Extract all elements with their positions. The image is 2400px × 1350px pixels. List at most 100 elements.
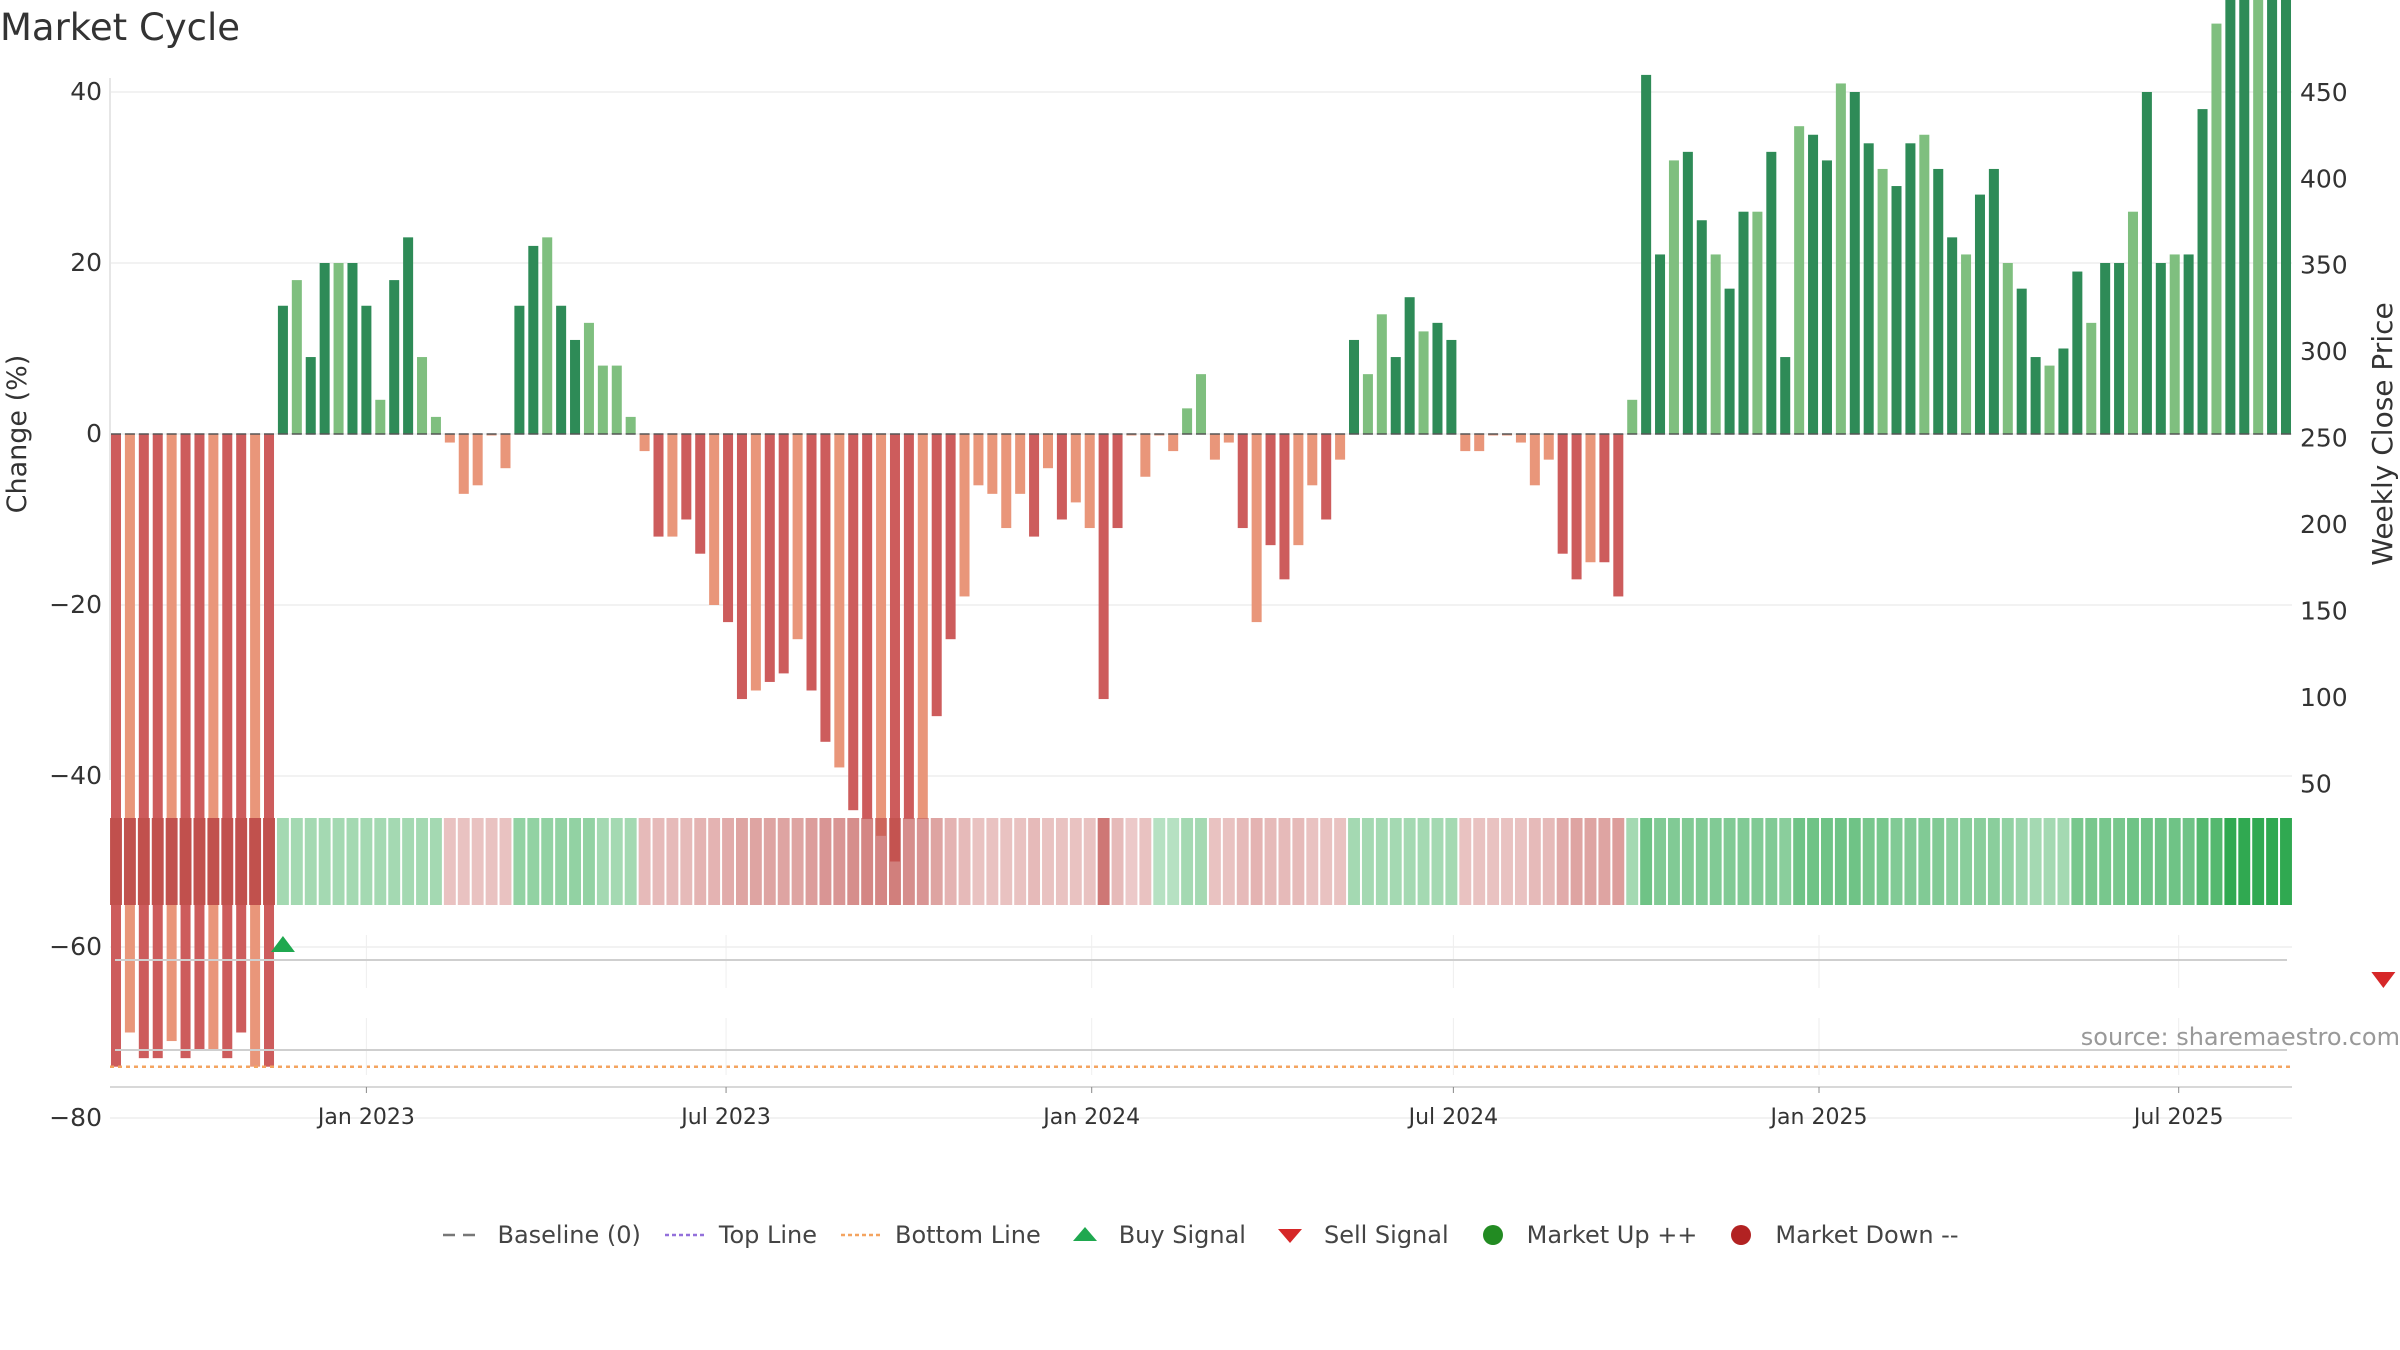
chart-title: Market Cycle	[0, 6, 241, 49]
regime-cell	[429, 818, 442, 905]
chart-bar	[2044, 365, 2055, 434]
legend-swatch-buy	[1072, 1227, 1097, 1241]
chart-bar	[820, 434, 831, 742]
regime-cell	[1918, 818, 1931, 905]
legend-label: Bottom Line	[895, 1221, 1041, 1249]
y2-tick-label: 350	[2300, 251, 2348, 280]
regime-cell	[777, 818, 790, 905]
legend-swatch-up	[1482, 1225, 1503, 1245]
chart-bar	[2127, 211, 2138, 434]
regime-cell	[1667, 818, 1680, 905]
chart-bar	[1321, 434, 1332, 520]
regime-cell	[1222, 818, 1235, 905]
chart-bar	[1237, 434, 1248, 529]
chart-bar	[1585, 434, 1596, 563]
regime-cell	[527, 818, 540, 905]
sell-signal-marker	[2371, 972, 2396, 988]
x-tick-label: Jul 2024	[1407, 1105, 1499, 1130]
regime-cell	[1014, 818, 1027, 905]
regime-cell	[1821, 818, 1833, 905]
y2-tick-label: 100	[2300, 683, 2348, 712]
regime-cell	[402, 818, 415, 905]
regime-cell	[457, 818, 470, 905]
chart-bar	[319, 263, 330, 434]
chart-bar	[1863, 143, 1874, 435]
regime-cell	[1834, 818, 1847, 905]
regime-cell	[207, 818, 220, 905]
regime-cell	[1361, 818, 1374, 905]
regime-cell	[1695, 818, 1708, 905]
chart-bar	[1849, 92, 1860, 434]
regime-cell	[1556, 818, 1569, 905]
regime-cell	[2168, 818, 2181, 905]
chart-bar	[834, 434, 845, 768]
chart-bar	[1098, 434, 1109, 700]
regime-cell	[1125, 818, 1138, 905]
chart-bar	[1724, 288, 1735, 434]
regime-cell	[1250, 818, 1263, 905]
chart-bar	[2183, 254, 2194, 434]
legend-swatch-sell	[1277, 1229, 1302, 1243]
chart-bar	[736, 434, 747, 700]
chart-bar	[1307, 434, 1318, 486]
y2-tick-label: 400	[2300, 164, 2348, 193]
regime-cell	[1751, 818, 1764, 905]
regime-cell	[694, 818, 707, 905]
chart-bar	[1543, 434, 1554, 460]
regime-cell	[1584, 818, 1597, 905]
chart-bar	[2225, 0, 2236, 434]
chart-bar	[1780, 357, 1791, 434]
regime-cell	[1932, 818, 1945, 905]
legend-item-up: Market Up ++	[1471, 1221, 1698, 1249]
chart-bar	[1404, 297, 1415, 434]
chart-bar	[1919, 134, 1930, 434]
chart-bar	[1474, 434, 1485, 452]
chart-bar	[1515, 434, 1526, 443]
chart-bar	[1460, 434, 1471, 452]
regime-cell	[1542, 818, 1555, 905]
chart-bar	[764, 434, 775, 682]
regime-cell	[1946, 818, 1959, 905]
chart-bar	[417, 357, 428, 434]
regime-cell	[708, 818, 721, 905]
chart-bar	[625, 416, 636, 434]
regime-cell	[1681, 818, 1694, 905]
regime-cell	[2280, 818, 2292, 905]
regime-cell	[235, 818, 248, 905]
chart-bar	[639, 434, 650, 452]
chart-bar	[222, 434, 233, 1059]
regime-cell	[1612, 818, 1625, 905]
chart-bar	[1752, 211, 1763, 434]
regime-cell	[569, 818, 581, 905]
regime-cell	[304, 818, 317, 905]
chart-bar	[2267, 0, 2278, 435]
chart-bar	[277, 305, 288, 434]
regime-cell	[1000, 818, 1013, 905]
chart-bar	[2253, 0, 2264, 435]
chart-bar	[1446, 339, 1457, 434]
chart-bar	[1821, 160, 1832, 434]
regime-cell	[861, 818, 874, 905]
chart-bar	[945, 434, 956, 640]
regime-cell	[388, 818, 401, 905]
regime-cell	[582, 818, 595, 905]
regime-cell	[666, 818, 679, 905]
regime-cell	[596, 818, 609, 905]
regime-cell	[1570, 818, 1583, 905]
x-tick-label: Jan 2023	[316, 1105, 415, 1130]
chart-bar	[124, 434, 135, 1033]
chart-bar	[1223, 434, 1234, 443]
legend-label: Top Line	[718, 1221, 818, 1249]
chart-bar	[1029, 434, 1040, 537]
chart-bar	[1432, 322, 1443, 434]
regime-cell	[1640, 818, 1653, 905]
y2-tick-label: 150	[2300, 597, 2348, 626]
regime-cell	[555, 818, 568, 905]
chart-bar	[2211, 23, 2222, 434]
chart-bar	[1641, 74, 1652, 435]
chart-bar	[556, 305, 567, 434]
chart-bar	[723, 434, 734, 623]
chart-bar	[917, 434, 928, 819]
legend-label: Market Up ++	[1526, 1221, 1698, 1249]
